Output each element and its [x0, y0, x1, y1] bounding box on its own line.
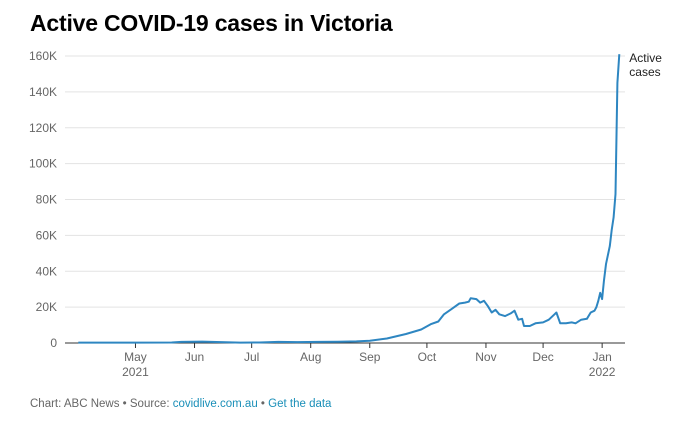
series-label-line: cases — [629, 65, 660, 79]
series-layer: Active cases — [78, 51, 662, 344]
x-tick-label: Jan — [592, 350, 611, 364]
series-line-active-cases — [78, 54, 621, 344]
y-tick-label: 140K — [29, 85, 57, 99]
x-tick-label: Jun — [185, 350, 204, 364]
y-tick-label: 20K — [36, 300, 57, 314]
y-tick-label: 80K — [36, 193, 57, 207]
x-tick-label: Sep — [359, 350, 381, 364]
x-tick-year-label: 2022 — [589, 365, 616, 379]
gridlines — [65, 55, 625, 344]
get-data-link[interactable]: Get the data — [268, 398, 332, 410]
x-tick-label: Jul — [244, 350, 259, 364]
x-tick-label: Nov — [475, 350, 496, 364]
series-label: Active cases — [629, 51, 662, 79]
x-tick-label: May — [124, 350, 147, 364]
footer-separator: • — [257, 398, 269, 410]
x-tick-label: Aug — [300, 350, 321, 364]
y-tick-label: 120K — [29, 121, 57, 135]
series-label-line: Active — [629, 51, 662, 65]
x-tick-label: Dec — [532, 350, 553, 364]
y-tick-label: 100K — [29, 157, 57, 171]
y-tick-label: 40K — [36, 264, 57, 278]
source-link[interactable]: covidlive.com.au — [172, 398, 258, 410]
y-tick-label: 60K — [36, 228, 57, 242]
y-tick-label: 0 — [50, 336, 57, 350]
y-tick-label: 160K — [29, 49, 57, 63]
x-tick-year-label: 2021 — [122, 365, 149, 379]
chart-title: Active COVID-19 cases in Victoria — [30, 10, 393, 36]
x-tick-label: Oct — [418, 350, 437, 364]
footer-credit: Chart: ABC News • Source: — [30, 398, 173, 410]
chart-footer: Chart: ABC News • Source: covidlive.com.… — [30, 398, 331, 410]
y-axis: 0 20K 40K 60K 80K 100K 120K 140K 160K — [29, 49, 57, 350]
